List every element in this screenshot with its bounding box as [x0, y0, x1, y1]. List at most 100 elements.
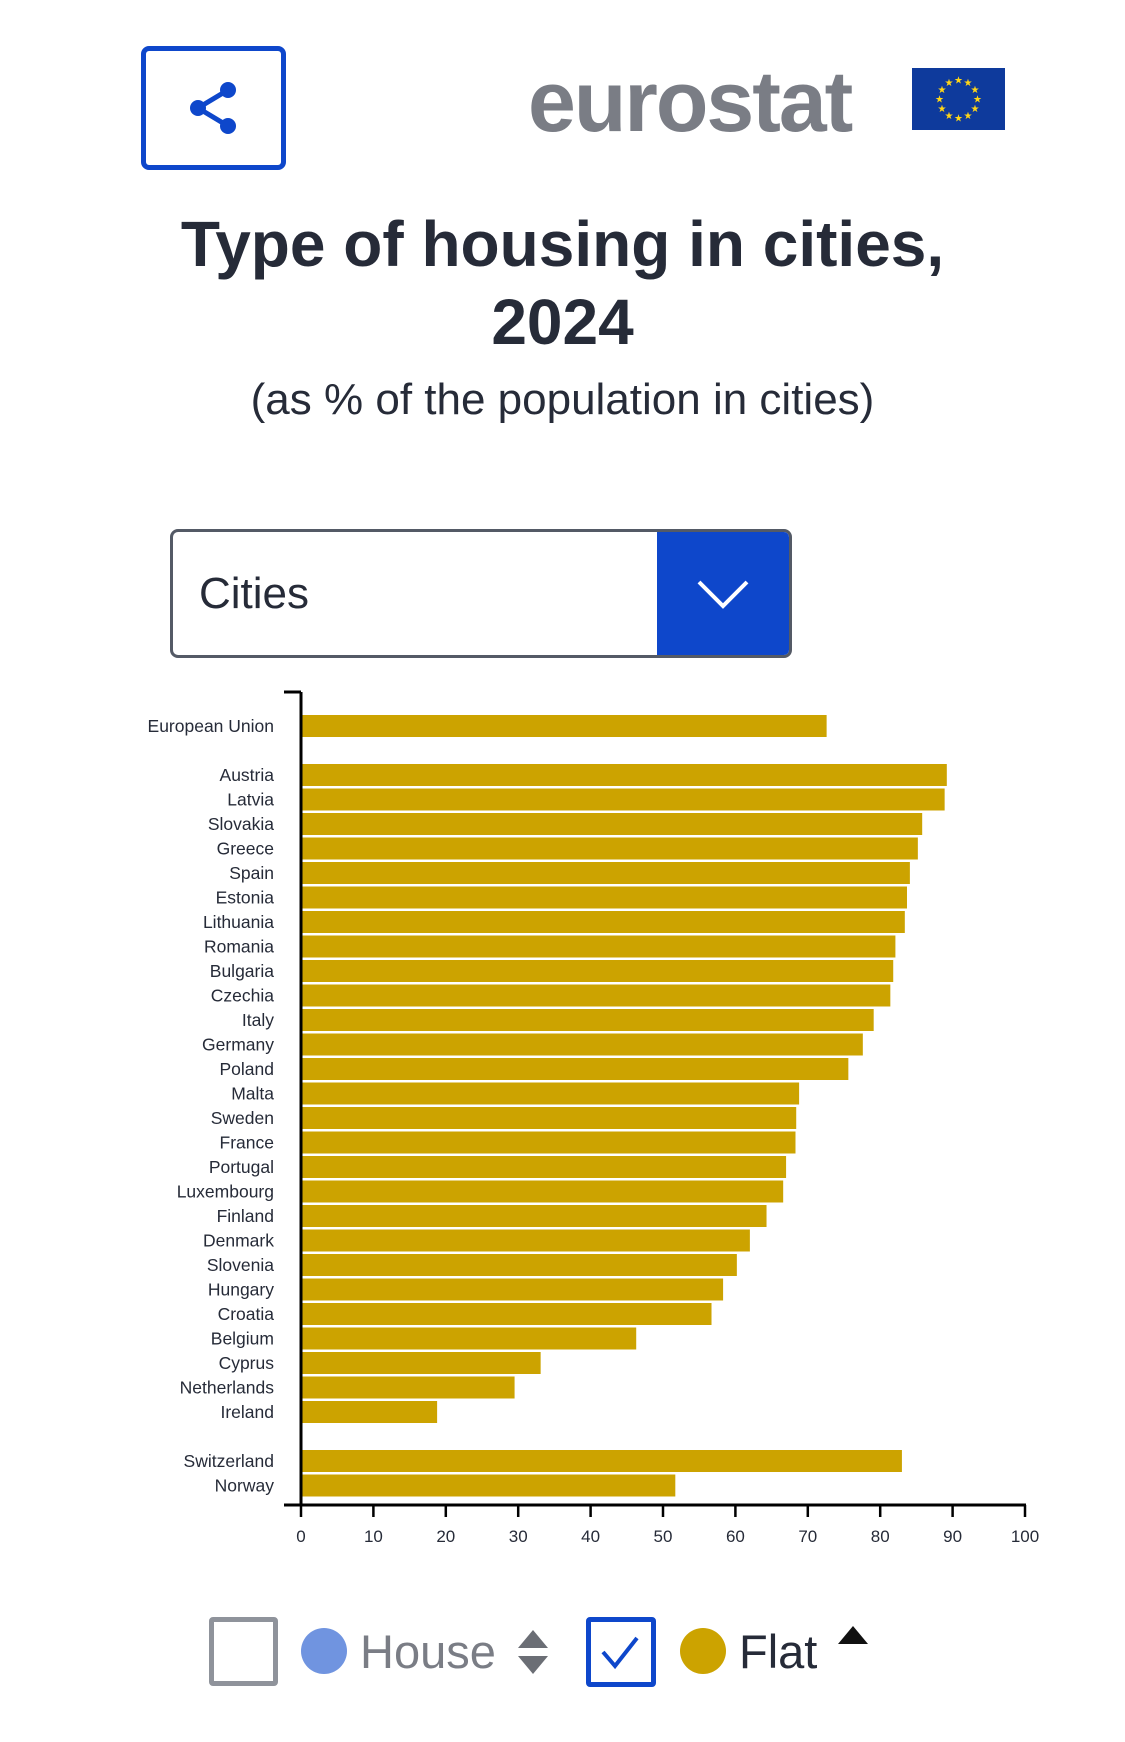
- category-label: Austria: [220, 765, 275, 785]
- bar[interactable]: [301, 1401, 438, 1423]
- category-label: Greece: [217, 839, 274, 859]
- bar[interactable]: [301, 788, 945, 811]
- select-toggle-button[interactable]: [657, 532, 789, 655]
- bar[interactable]: [301, 764, 947, 786]
- flat-color-dot: [680, 1628, 726, 1674]
- bar[interactable]: [301, 1082, 800, 1105]
- category-label: Slovakia: [208, 814, 274, 834]
- svg-text:★: ★: [945, 111, 954, 122]
- svg-text:★: ★: [973, 95, 982, 106]
- bar[interactable]: [301, 1474, 676, 1497]
- bar[interactable]: [301, 862, 910, 884]
- category-label: Portugal: [209, 1157, 274, 1177]
- checkmark-icon: [601, 1636, 639, 1670]
- category-label: Denmark: [203, 1231, 274, 1251]
- eu-flag-icon: ★ ★ ★ ★ ★ ★ ★ ★ ★ ★ ★ ★: [912, 68, 1005, 130]
- x-tick-label: 10: [364, 1527, 383, 1546]
- x-tick-label: 70: [798, 1527, 817, 1546]
- svg-text:★: ★: [945, 78, 954, 89]
- category-label: France: [220, 1133, 274, 1153]
- bar-chart: European Union Austria Latvia Slovakia Greec…: [148, 690, 1039, 1546]
- svg-text:★: ★: [970, 104, 979, 115]
- category-label: Croatia: [218, 1304, 275, 1324]
- svg-text:★: ★: [964, 111, 973, 122]
- bar[interactable]: [301, 813, 923, 835]
- title-line-2: 2024: [491, 286, 634, 358]
- house-color-dot: [301, 1628, 347, 1674]
- bar[interactable]: [301, 715, 827, 737]
- bar[interactable]: [301, 1131, 796, 1154]
- bar[interactable]: [301, 1156, 787, 1178]
- bar[interactable]: [301, 1180, 784, 1203]
- bar[interactable]: [301, 1058, 849, 1080]
- bar[interactable]: [301, 1033, 863, 1056]
- svg-text:★: ★: [954, 114, 963, 125]
- bar[interactable]: [301, 1327, 637, 1350]
- x-tick-label: 0: [296, 1527, 305, 1546]
- svg-text:★: ★: [954, 76, 963, 87]
- bar[interactable]: [301, 1450, 902, 1472]
- bar[interactable]: [301, 1303, 712, 1325]
- select-value: Cities: [199, 569, 310, 618]
- category-label: Latvia: [227, 790, 274, 810]
- category-label: Norway: [215, 1476, 275, 1496]
- legend-flat-checkbox[interactable]: [586, 1617, 656, 1687]
- bar[interactable]: [301, 1376, 515, 1399]
- bar[interactable]: [301, 1229, 750, 1252]
- svg-text:★: ★: [935, 95, 944, 106]
- category-label: Bulgaria: [210, 961, 274, 981]
- category-label: Hungary: [208, 1280, 274, 1300]
- legend-house-label[interactable]: House: [360, 1625, 496, 1678]
- category-label: Netherlands: [180, 1378, 275, 1398]
- category-label: Lithuania: [203, 912, 274, 932]
- legend-flat-label[interactable]: Flat: [739, 1625, 818, 1678]
- category-label: Romania: [204, 937, 274, 957]
- share-icon: [189, 82, 236, 134]
- sort-descending-icon[interactable]: [836, 1624, 870, 1646]
- title-line-1: Type of housing in cities,: [180, 208, 945, 280]
- bar[interactable]: [301, 1254, 737, 1276]
- svg-text:★: ★: [964, 78, 973, 89]
- category-label: Finland: [217, 1206, 274, 1226]
- chevron-down-icon: [697, 580, 749, 609]
- svg-text:★: ★: [938, 85, 947, 96]
- bar[interactable]: [301, 1205, 767, 1227]
- share-button[interactable]: [141, 46, 286, 170]
- bar[interactable]: [301, 911, 905, 933]
- sort-both-icon[interactable]: [516, 1628, 550, 1676]
- bar[interactable]: [301, 1352, 541, 1374]
- category-label: Italy: [242, 1010, 274, 1030]
- x-tick-label: 80: [871, 1527, 890, 1546]
- category-label: Switzerland: [184, 1451, 274, 1471]
- category-label: Poland: [220, 1059, 275, 1079]
- bar[interactable]: [301, 1107, 797, 1129]
- bar[interactable]: [301, 1009, 874, 1031]
- bar[interactable]: [301, 984, 891, 1007]
- bar[interactable]: [301, 837, 918, 860]
- x-tick-label: 100: [1011, 1527, 1039, 1546]
- category-label: Belgium: [211, 1329, 274, 1349]
- x-tick-label: 90: [943, 1527, 962, 1546]
- x-tick-label: 50: [654, 1527, 673, 1546]
- category-label: Slovenia: [207, 1255, 274, 1275]
- page-subtitle: (as % of the population in cities): [250, 375, 875, 424]
- bar[interactable]: [301, 1278, 724, 1301]
- bar[interactable]: [301, 935, 896, 958]
- category-label: Ireland: [220, 1402, 274, 1422]
- bar[interactable]: [301, 960, 894, 982]
- geo-level-select[interactable]: Cities: [170, 529, 792, 658]
- category-label: Germany: [202, 1035, 274, 1055]
- category-label: Spain: [229, 863, 274, 883]
- legend-house-checkbox[interactable]: [209, 1617, 278, 1686]
- category-label: Cyprus: [219, 1353, 275, 1373]
- x-tick-label: 40: [581, 1527, 600, 1546]
- page-title: Type of housing in cities, 2024: [0, 205, 1125, 361]
- category-label: Czechia: [211, 986, 274, 1006]
- eurostat-logo: eurostat: [528, 54, 853, 150]
- svg-text:★: ★: [970, 85, 979, 96]
- x-tick-label: 30: [509, 1527, 528, 1546]
- category-label: Malta: [231, 1084, 274, 1104]
- x-tick-label: 20: [436, 1527, 455, 1546]
- bar[interactable]: [301, 886, 907, 909]
- svg-text:★: ★: [938, 104, 947, 115]
